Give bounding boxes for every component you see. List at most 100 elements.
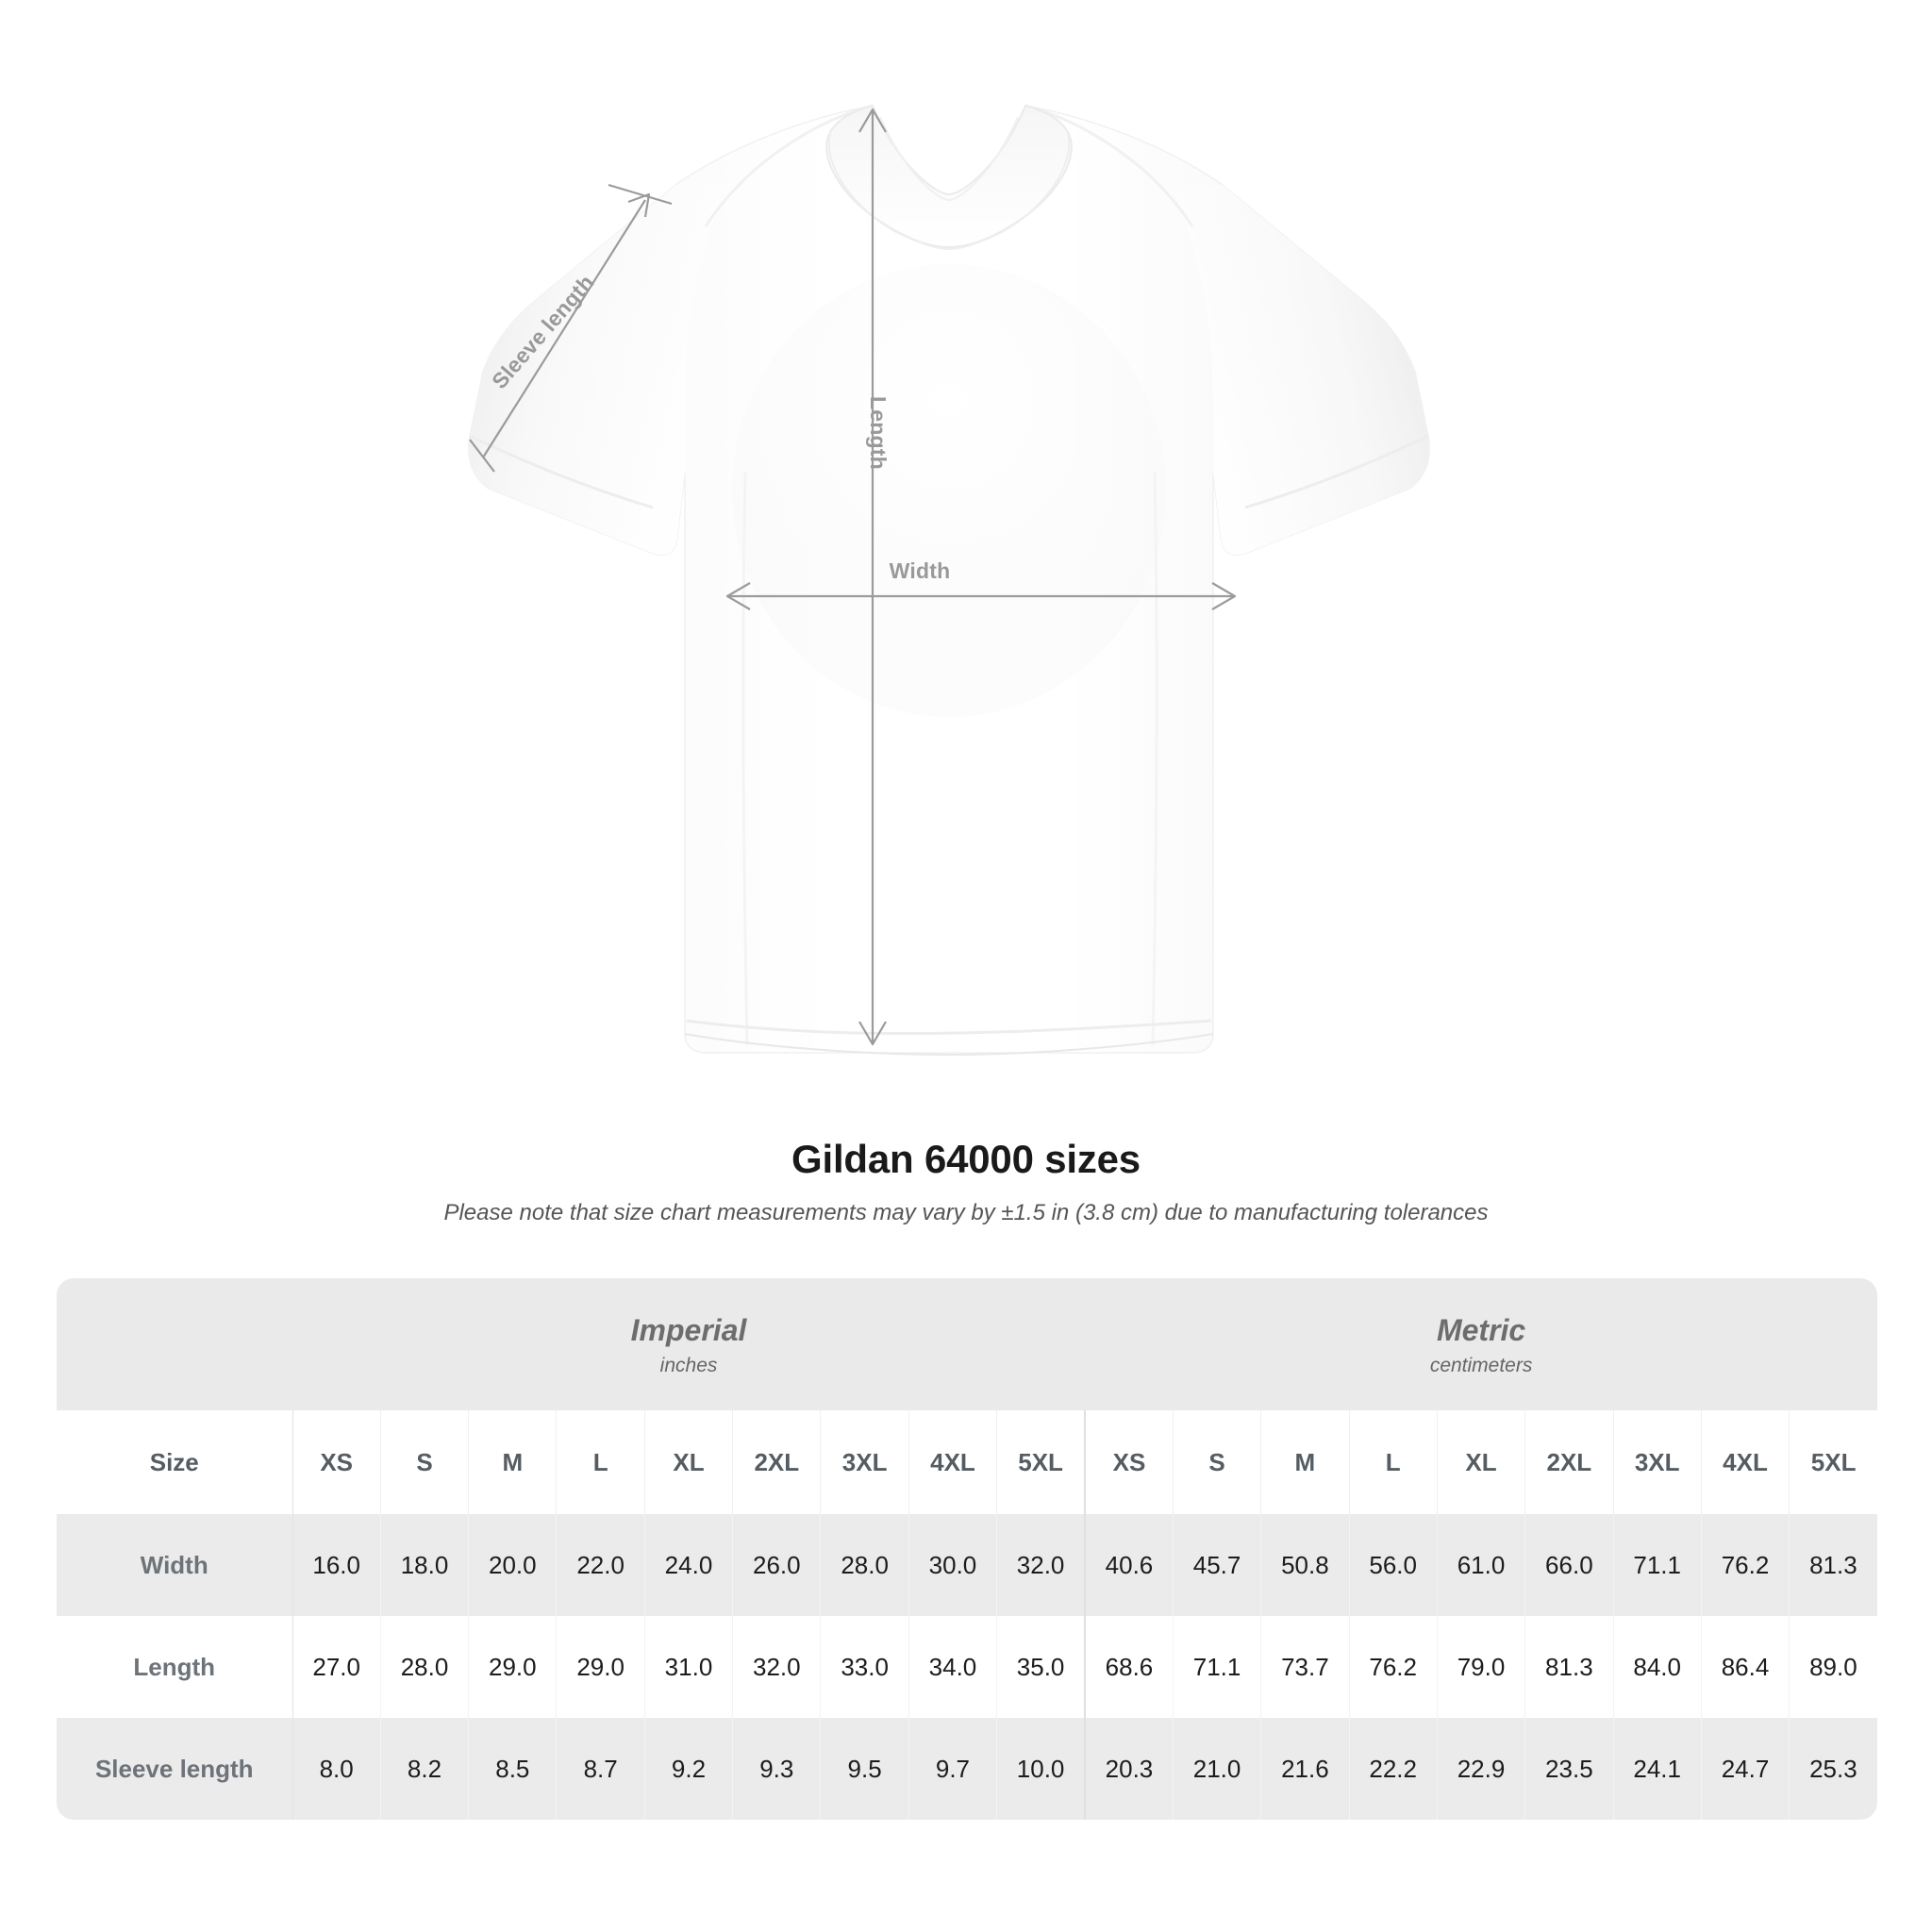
cell-length-metric-3xl: 84.0 [1613,1616,1702,1718]
cell-length-metric-s: 71.1 [1173,1616,1262,1718]
cell-length-imperial-m: 29.0 [468,1616,558,1718]
sleeve-tick-top [608,183,673,206]
cell-length-imperial-s: 28.0 [380,1616,470,1718]
cell-length-imperial-4xl: 34.0 [908,1616,998,1718]
left-sleeve-shading [468,185,724,556]
unit-group-imperial: Imperial inches [292,1278,1086,1410]
cell-width-imperial-5xl: 32.0 [996,1514,1086,1616]
size-header-metric-xs: XS [1084,1410,1174,1514]
tshirt-illustration [468,104,1430,1057]
cell-length-metric-l: 76.2 [1349,1616,1438,1718]
row-label-sleeve-length: Sleeve length [57,1718,293,1820]
cell-length-metric-2xl: 81.3 [1524,1616,1614,1718]
left-body-fold [741,471,749,1046]
cell-sleeve-metric-5xl: 25.3 [1789,1718,1877,1820]
cell-width-imperial-2xl: 26.0 [732,1514,822,1616]
cell-sleeve-imperial-3xl: 9.5 [820,1718,909,1820]
cell-sleeve-metric-xl: 22.9 [1437,1718,1526,1820]
size-header-imperial-5xl: 5XL [996,1410,1086,1514]
cell-width-metric-4xl: 76.2 [1701,1514,1790,1616]
size-header-metric-4xl: 4XL [1701,1410,1790,1514]
size-header-imperial-3xl: 3XL [820,1410,909,1514]
size-header-imperial-s: S [380,1410,470,1514]
cell-width-imperial-4xl: 30.0 [908,1514,998,1616]
cell-width-metric-3xl: 71.1 [1613,1514,1702,1616]
cell-sleeve-imperial-4xl: 9.7 [908,1718,998,1820]
cell-width-metric-s: 45.7 [1173,1514,1262,1616]
length-arrow-top [858,108,887,133]
cell-sleeve-imperial-5xl: 10.0 [996,1718,1086,1820]
measurement-guides [469,108,1237,1046]
row-label-width: Width [57,1514,293,1616]
right-sleeve-hem [1244,434,1429,509]
cell-sleeve-metric-m: 21.6 [1260,1718,1350,1820]
size-header-imperial-l: L [556,1410,645,1514]
cell-width-metric-xl: 61.0 [1437,1514,1526,1616]
cell-sleeve-imperial-xl: 9.2 [644,1718,734,1820]
cell-width-metric-xs: 40.6 [1084,1514,1174,1616]
cell-length-imperial-l: 29.0 [556,1616,645,1718]
length-arrow-bottom [858,1021,887,1046]
unit-group-imperial-name: Imperial [630,1313,747,1347]
cell-width-imperial-3xl: 28.0 [820,1514,909,1616]
unit-group-metric-name: Metric [1436,1313,1526,1347]
cell-length-imperial-xl: 31.0 [644,1616,734,1718]
cell-width-metric-5xl: 81.3 [1789,1514,1877,1616]
title-block: Gildan 64000 sizes Please note that size… [0,1137,1932,1226]
size-header-metric-s: S [1173,1410,1262,1514]
width-label: Width [889,558,951,583]
cell-length-metric-xs: 68.6 [1084,1616,1174,1718]
cell-width-imperial-xs: 16.0 [292,1514,381,1616]
cell-sleeve-metric-4xl: 24.7 [1701,1718,1790,1820]
size-header-metric-xl: XL [1437,1410,1526,1514]
width-arrow-left [725,582,751,610]
cell-length-metric-5xl: 89.0 [1789,1616,1877,1718]
cell-sleeve-metric-xs: 20.3 [1084,1718,1174,1820]
unit-group-metric-unit: centimeters [1429,1355,1533,1376]
collar-outer-right [948,133,1071,250]
cell-length-imperial-xs: 27.0 [292,1616,381,1718]
cell-width-metric-2xl: 66.0 [1524,1514,1614,1616]
width-arrow-right [1211,582,1237,610]
cell-width-imperial-s: 18.0 [380,1514,470,1616]
size-header-metric-3xl: 3XL [1613,1410,1702,1514]
right-sleeve-shading [1174,185,1430,556]
table-row: Sleeve length 8.0 8.2 8.5 8.7 9.2 9.3 9.… [57,1718,1877,1820]
unit-group-header-row: Imperial inches Metric centimeters [57,1278,1877,1410]
cell-length-imperial-3xl: 33.0 [820,1616,909,1718]
left-shoulder-seam [704,104,874,227]
cell-sleeve-imperial-m: 8.5 [468,1718,558,1820]
cell-width-imperial-m: 20.0 [468,1514,558,1616]
table-row: Length 27.0 28.0 29.0 29.0 31.0 32.0 33.… [57,1616,1877,1718]
right-body-fold [1151,471,1158,1046]
right-shoulder-seam [1024,104,1194,227]
size-header-metric-m: M [1260,1410,1350,1514]
tshirt-silhouette [468,104,1430,1057]
size-chart-table: Imperial inches Metric centimeters Size … [57,1278,1877,1820]
collar-outer-left [827,133,950,250]
chest-highlight [732,264,1166,717]
unit-header-spacer [57,1278,292,1410]
sleeve-guide-line [482,199,646,458]
bottom-hem-edge [684,1033,1214,1057]
unit-group-imperial-unit: inches [659,1355,718,1376]
cell-length-imperial-5xl: 35.0 [996,1616,1086,1718]
cell-width-imperial-l: 22.0 [556,1514,645,1616]
cell-length-metric-4xl: 86.4 [1701,1616,1790,1718]
size-header-imperial-4xl: 4XL [908,1410,998,1514]
cell-sleeve-metric-3xl: 24.1 [1613,1718,1702,1820]
length-label: Length [866,396,891,470]
cell-sleeve-metric-l: 22.2 [1349,1718,1438,1820]
sleeve-arrow-head [627,192,651,218]
size-header-imperial-xs: XS [292,1410,381,1514]
collar-inner-edge [879,116,1019,202]
cell-length-metric-m: 73.7 [1260,1616,1350,1718]
size-header-row: Size XS S M L XL 2XL 3XL 4XL 5XL XS S M … [57,1410,1877,1514]
size-header-imperial-m: M [468,1410,558,1514]
size-chart-table-wrapper: Imperial inches Metric centimeters Size … [57,1278,1877,1820]
cell-sleeve-metric-2xl: 23.5 [1524,1718,1614,1820]
size-header-label: Size [57,1410,293,1514]
cell-sleeve-imperial-s: 8.2 [380,1718,470,1820]
cell-sleeve-imperial-2xl: 9.3 [732,1718,822,1820]
cell-width-metric-m: 50.8 [1260,1514,1350,1616]
